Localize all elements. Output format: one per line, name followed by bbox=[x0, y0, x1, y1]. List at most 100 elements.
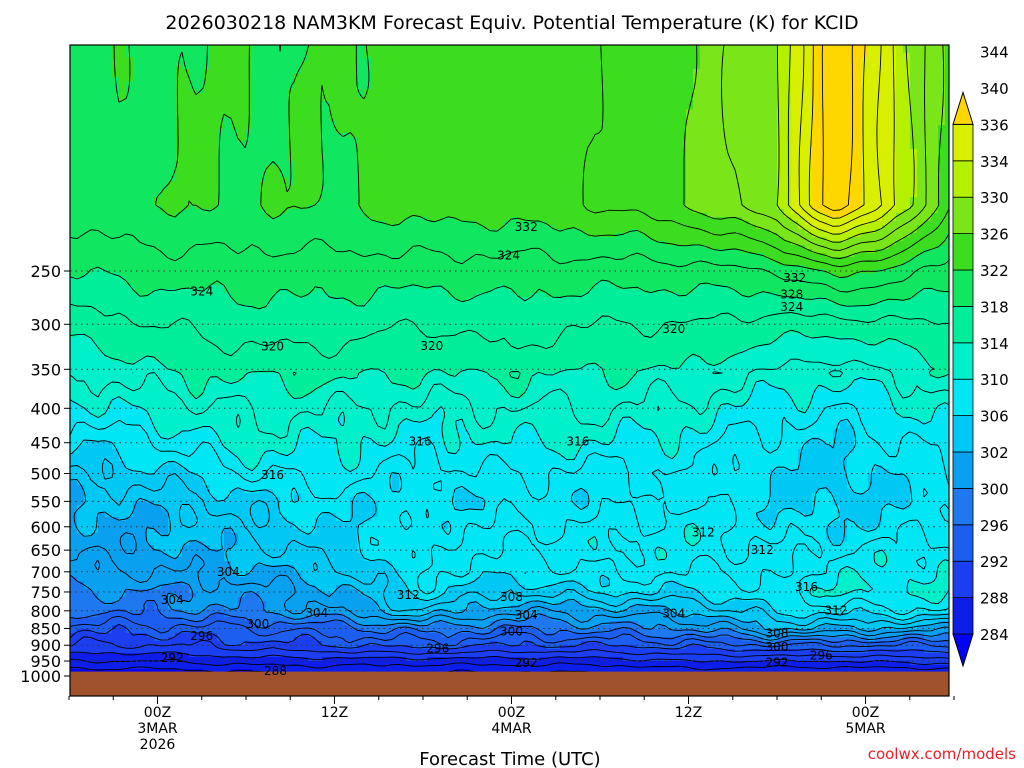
heat-cell bbox=[308, 185, 316, 190]
heat-cell bbox=[413, 61, 421, 66]
heat-cell bbox=[945, 89, 949, 94]
heat-cell bbox=[651, 69, 659, 74]
heat-cell bbox=[728, 173, 736, 178]
heat-cell bbox=[665, 137, 673, 142]
heat-cell bbox=[336, 53, 344, 58]
heat-cell bbox=[882, 65, 890, 70]
heat-cell bbox=[833, 193, 841, 198]
heat-cell bbox=[182, 161, 190, 166]
heat-cell bbox=[280, 105, 288, 110]
heat-cell bbox=[105, 109, 113, 114]
heat-cell bbox=[119, 145, 127, 150]
heat-cell bbox=[462, 53, 470, 58]
heat-cell bbox=[784, 69, 792, 74]
heat-cell bbox=[147, 89, 155, 94]
heat-cell bbox=[371, 189, 379, 194]
heat-cell bbox=[651, 101, 659, 106]
heat-cell bbox=[602, 169, 610, 174]
heat-cell bbox=[567, 201, 575, 206]
heat-cell bbox=[777, 145, 785, 150]
heat-cell bbox=[441, 177, 449, 182]
heat-cell bbox=[371, 85, 379, 90]
heat-cell bbox=[672, 161, 680, 166]
heat-cell bbox=[378, 141, 386, 146]
heat-cell bbox=[385, 105, 393, 110]
heat-cell bbox=[665, 65, 673, 70]
heat-cell bbox=[329, 133, 337, 138]
heat-cell bbox=[539, 85, 547, 90]
heat-cell bbox=[665, 189, 673, 194]
heat-cell bbox=[70, 201, 78, 206]
heat-cell bbox=[154, 53, 162, 58]
heat-cell bbox=[896, 157, 904, 162]
heat-cell bbox=[581, 193, 589, 198]
heat-cell bbox=[679, 45, 687, 50]
heat-cell bbox=[266, 193, 274, 198]
heat-cell bbox=[840, 53, 848, 58]
heat-cell bbox=[497, 45, 505, 50]
heat-cell bbox=[525, 117, 533, 122]
heat-cell bbox=[581, 117, 589, 122]
heat-cell bbox=[448, 101, 456, 106]
heat-cell bbox=[245, 157, 253, 162]
heat-cell bbox=[812, 157, 820, 162]
heat-cell bbox=[728, 89, 736, 94]
heat-cell bbox=[819, 149, 827, 154]
heat-cell bbox=[399, 85, 407, 90]
heat-cell bbox=[546, 125, 554, 130]
heat-cell bbox=[385, 161, 393, 166]
heat-cell bbox=[700, 105, 708, 110]
heat-cell bbox=[595, 81, 603, 86]
heat-cell bbox=[945, 109, 949, 114]
heat-cell bbox=[168, 97, 176, 102]
heat-cell bbox=[448, 149, 456, 154]
heat-cell bbox=[504, 125, 512, 130]
heat-cell bbox=[105, 177, 113, 182]
heat-cell bbox=[728, 105, 736, 110]
heat-cell bbox=[700, 153, 708, 158]
heat-cell bbox=[539, 197, 547, 202]
heat-cell bbox=[483, 197, 491, 202]
heat-cell bbox=[679, 137, 687, 142]
heat-cell bbox=[217, 157, 225, 162]
heat-cell bbox=[217, 165, 225, 170]
heat-cell bbox=[742, 81, 750, 86]
heat-cell bbox=[938, 69, 946, 74]
heat-cell bbox=[889, 73, 897, 78]
heat-cell bbox=[196, 145, 204, 150]
heat-cell bbox=[224, 65, 232, 70]
heat-cell bbox=[686, 173, 694, 178]
heat-cell bbox=[420, 169, 428, 174]
heat-cell bbox=[322, 109, 330, 114]
heat-cell bbox=[588, 197, 596, 202]
heat-cell bbox=[518, 133, 526, 138]
heat-cell bbox=[721, 61, 729, 66]
heat-cell bbox=[658, 189, 666, 194]
heat-cell bbox=[700, 69, 708, 74]
heat-cell bbox=[497, 89, 505, 94]
heat-cell bbox=[756, 161, 764, 166]
heat-cell bbox=[98, 57, 106, 62]
heat-cell bbox=[854, 57, 862, 62]
heat-cell bbox=[175, 181, 183, 186]
heat-cell bbox=[553, 57, 561, 62]
heat-cell bbox=[637, 161, 645, 166]
heat-cell bbox=[518, 137, 526, 142]
heat-cell bbox=[917, 69, 925, 74]
heat-cell bbox=[679, 165, 687, 170]
heat-cell bbox=[812, 165, 820, 170]
heat-cell bbox=[336, 145, 344, 150]
heat-cell bbox=[854, 81, 862, 86]
heat-cell bbox=[707, 49, 715, 54]
heat-cell bbox=[385, 153, 393, 158]
heat-cell bbox=[147, 73, 155, 78]
heat-cell bbox=[770, 77, 778, 82]
heat-cell bbox=[770, 177, 778, 182]
heat-cell bbox=[70, 197, 78, 202]
heat-cell bbox=[280, 81, 288, 86]
heat-cell bbox=[448, 189, 456, 194]
heat-cell bbox=[917, 65, 925, 70]
heat-cell bbox=[357, 133, 365, 138]
heat-cell bbox=[903, 45, 911, 50]
heat-cell bbox=[273, 141, 281, 146]
